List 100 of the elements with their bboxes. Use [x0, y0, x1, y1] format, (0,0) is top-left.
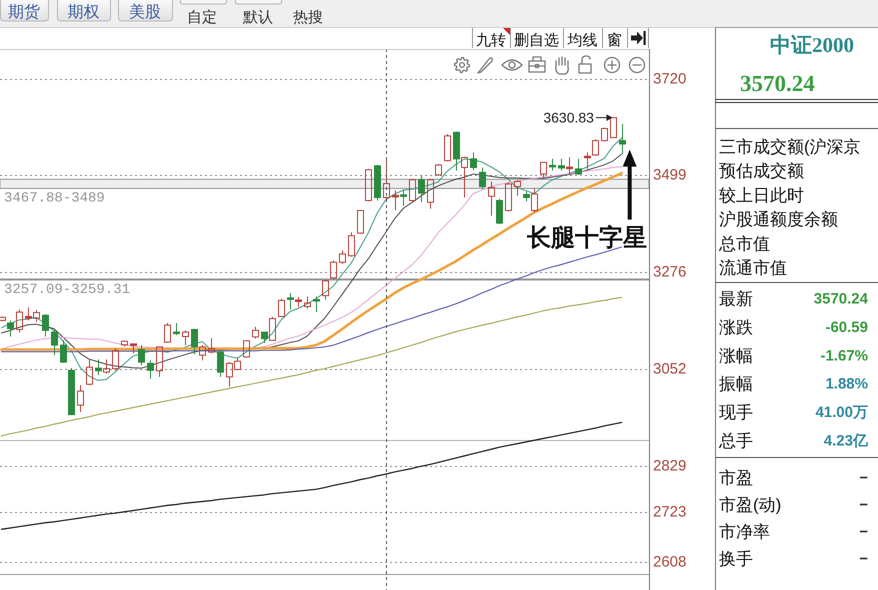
y-tick-label: 3499 — [653, 166, 686, 184]
candlestick — [60, 340, 67, 364]
text: 九转 — [476, 32, 506, 49]
candlestick — [199, 344, 206, 361]
text: 默认 — [242, 9, 273, 26]
text: 3570.24 — [740, 71, 816, 96]
text: 窗 — [607, 32, 622, 49]
line-series — [0, 422, 622, 530]
y-tick-label: 2829 — [653, 457, 686, 474]
candlestick — [383, 158, 390, 201]
text: 自定 — [187, 9, 217, 26]
candlestick — [156, 346, 163, 378]
text: − — [859, 496, 868, 514]
y-tick-label: 2723 — [653, 503, 686, 520]
candlestick — [601, 127, 608, 142]
candlestick — [147, 360, 154, 380]
text: 中证2000 — [770, 33, 854, 57]
text: -60.59 — [825, 318, 868, 336]
category-label: 涨跌 — [719, 318, 753, 337]
band-label: 3257.09-3259.31 — [4, 282, 130, 298]
candlestick — [16, 309, 23, 334]
candlestick — [505, 182, 512, 212]
candlestick — [409, 178, 416, 202]
candlestick — [7, 320, 14, 337]
category-label: 市净率 — [719, 522, 770, 542]
candlestick — [427, 178, 434, 210]
candlestick — [68, 368, 75, 416]
category-label: 沪股通额度余额 — [719, 210, 838, 230]
candlestick — [77, 384, 84, 413]
candlestick — [610, 117, 617, 139]
category-label: 总手 — [718, 432, 753, 450]
category-label: 流通市值 — [719, 258, 787, 278]
y-tick-label: 3052 — [653, 360, 686, 378]
candlestick — [322, 280, 329, 300]
candlestick — [182, 330, 189, 346]
candlestick — [479, 167, 486, 190]
candlestick — [95, 358, 102, 376]
candlestick — [42, 314, 49, 337]
text: 期货 — [8, 3, 40, 21]
candlestick — [523, 190, 530, 202]
y-tick-label: 3276 — [653, 263, 686, 280]
candlestick — [566, 157, 573, 175]
candlestick — [252, 326, 259, 340]
candlestick — [243, 340, 250, 358]
text: 1.88% — [825, 376, 868, 393]
candlestick — [400, 190, 407, 206]
text: 4.23亿 — [824, 432, 868, 450]
candlestick — [619, 124, 626, 154]
candlestick — [470, 152, 477, 171]
candlestick — [453, 131, 460, 172]
text: − — [859, 524, 868, 540]
text: 41.00万 — [815, 404, 868, 422]
candlestick — [164, 322, 171, 344]
candlestick — [304, 296, 311, 310]
candlestick — [173, 322, 180, 336]
candlestick — [584, 152, 591, 170]
category-label: 现手 — [719, 403, 753, 422]
text: − — [859, 470, 868, 486]
text: 3570.24 — [814, 290, 868, 308]
candlestick — [112, 348, 119, 371]
text: 期权 — [68, 3, 100, 21]
candlestick — [435, 164, 442, 176]
candlestick — [191, 328, 198, 355]
candlestick — [488, 180, 495, 216]
candlestick — [496, 198, 503, 224]
annotation: 3630.83 — [543, 110, 594, 126]
category-label: 总市值 — [718, 234, 770, 254]
category-label: 市盈 — [719, 468, 753, 488]
candlestick — [592, 138, 599, 156]
candlestick — [138, 344, 145, 366]
candlestick — [339, 250, 346, 264]
candlestick — [0, 316, 6, 322]
candlestick — [313, 296, 320, 313]
candlestick — [86, 358, 93, 386]
candlestick — [208, 338, 215, 354]
candlestick — [575, 158, 582, 176]
candlestick — [514, 180, 521, 196]
category-label: 较上日此时 — [719, 186, 804, 205]
candlestick — [357, 210, 364, 234]
candlestick — [374, 164, 381, 202]
candlestick — [348, 232, 355, 258]
category-label: 振幅 — [719, 374, 753, 394]
candlestick — [444, 134, 451, 162]
category-label: 最新 — [719, 290, 753, 308]
candlestick — [278, 298, 285, 318]
text: -1.67% — [820, 347, 868, 364]
text: 热搜 — [293, 9, 323, 26]
category-label: 三市成交额(沪深京 — [719, 138, 861, 156]
candlestick — [549, 158, 556, 172]
candlestick — [418, 175, 425, 203]
category-label: 换手 — [719, 550, 753, 568]
candlestick — [558, 158, 565, 172]
y-tick-label: 3720 — [653, 70, 686, 88]
candlestick — [51, 329, 58, 356]
candlestick — [531, 188, 538, 213]
candlestick — [392, 190, 399, 211]
text: 美股 — [129, 3, 161, 21]
candlestick — [365, 168, 372, 202]
text: 均线 — [566, 32, 598, 49]
y-tick-label: 2608 — [653, 553, 686, 570]
